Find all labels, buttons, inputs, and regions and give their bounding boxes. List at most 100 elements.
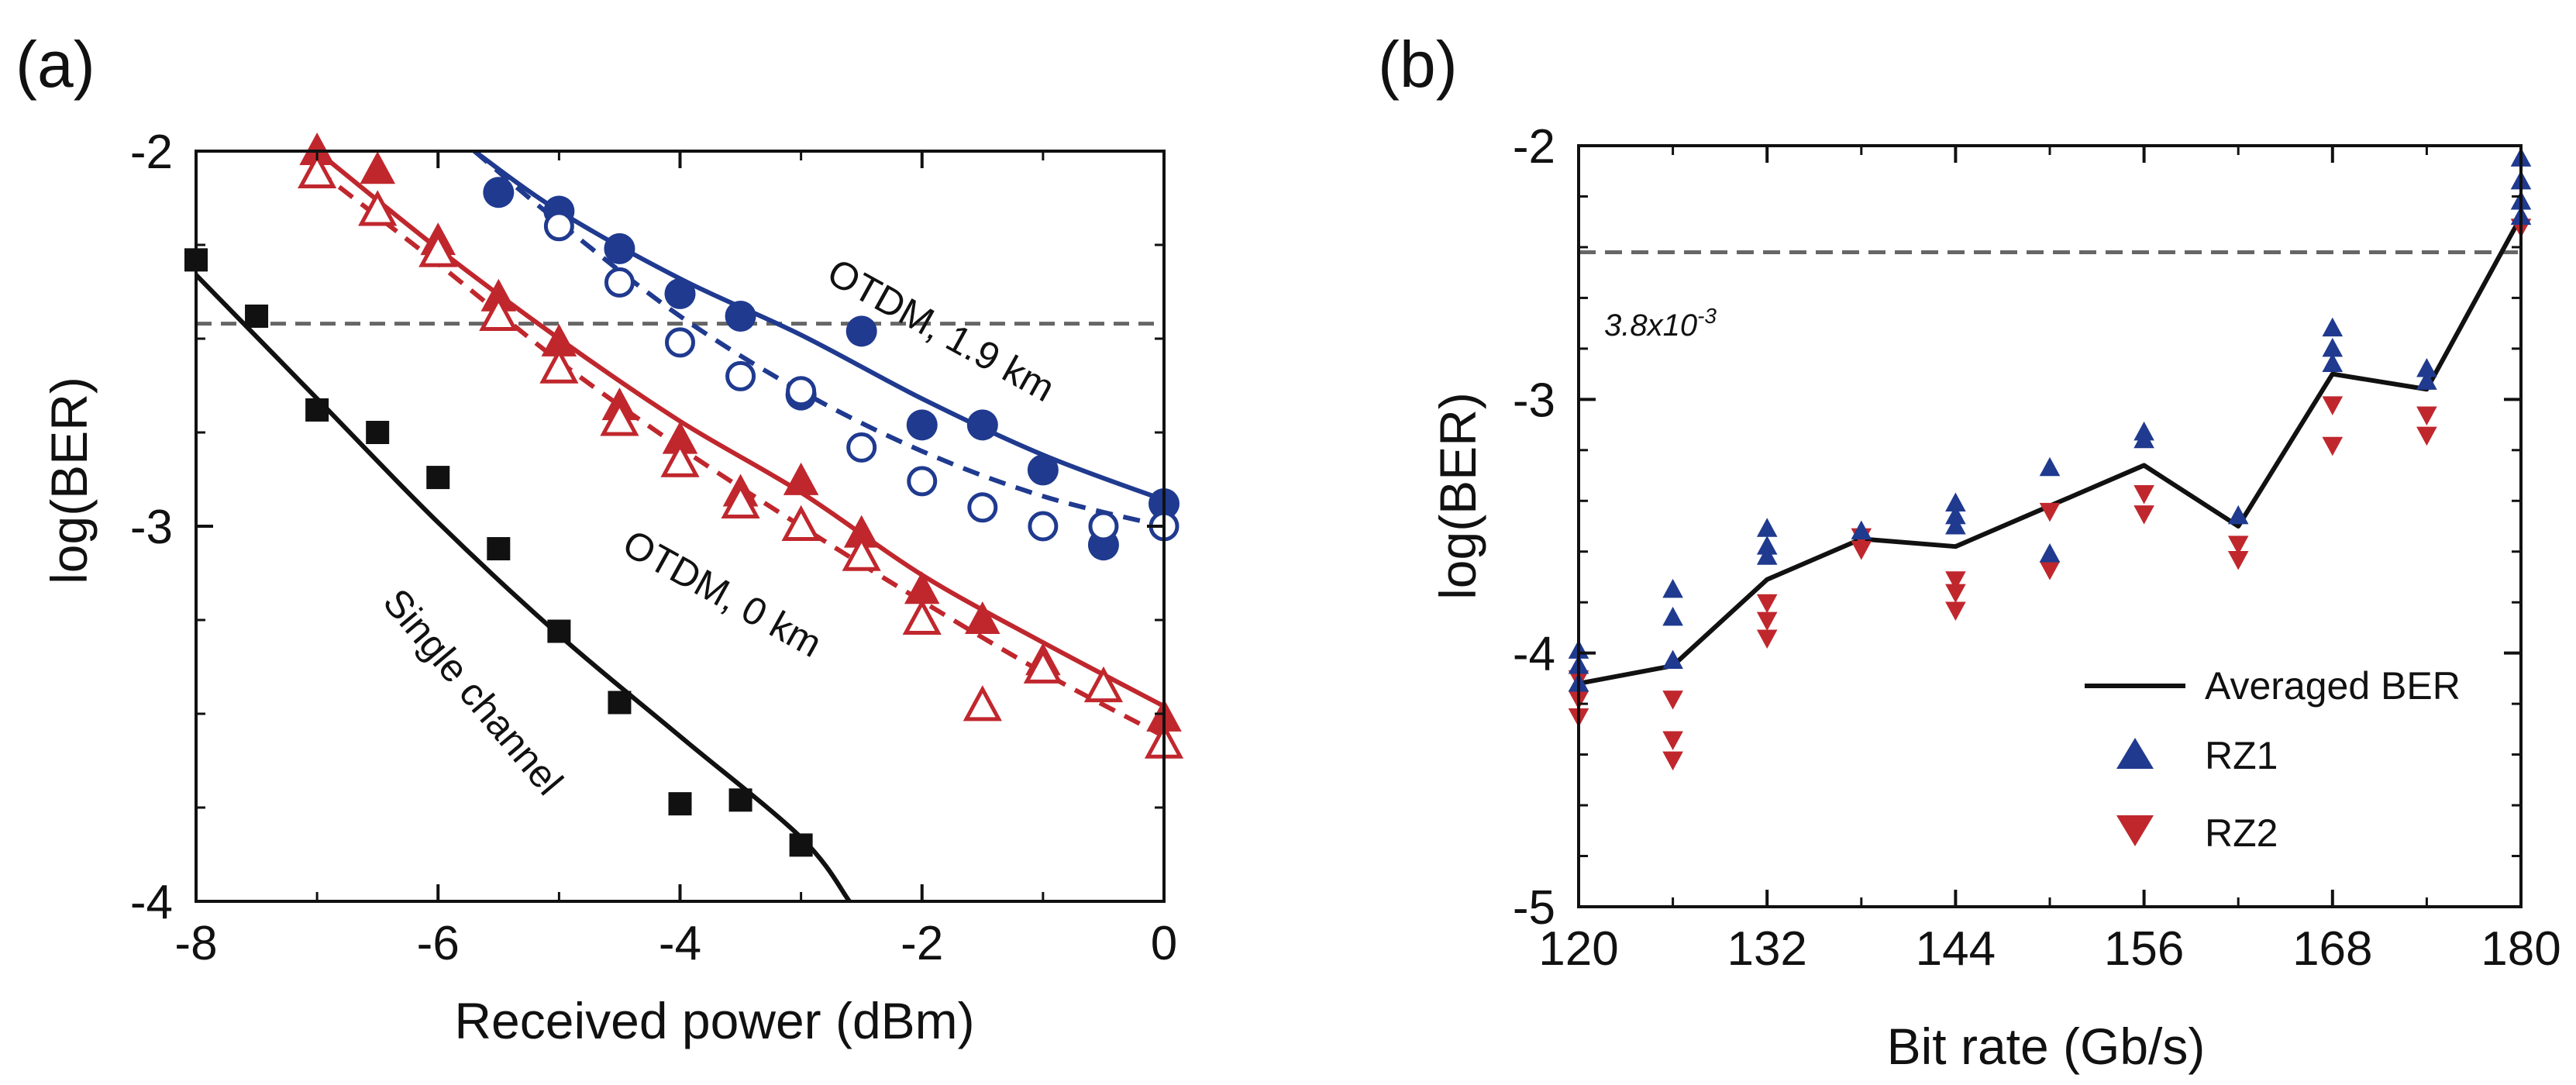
point-otdm-1-9-km-open bbox=[846, 432, 877, 463]
point-single-channel bbox=[487, 537, 511, 561]
point-rz2 bbox=[1756, 629, 1778, 649]
panel-label-b: (b) bbox=[1378, 28, 1458, 101]
legend-swatch-rz2 bbox=[2116, 815, 2154, 846]
point-rz1 bbox=[2416, 358, 2437, 377]
point-otdm-0-km-open bbox=[479, 294, 518, 331]
x-tick-label: 132 bbox=[1727, 922, 1806, 976]
legend-swatch-rz1 bbox=[2116, 738, 2154, 769]
y-tick-label: -4 bbox=[130, 876, 173, 929]
point-rz2 bbox=[2039, 561, 2061, 580]
x-axis-title-a: Received power (dBm) bbox=[454, 992, 974, 1049]
x-tick-label: 156 bbox=[2104, 922, 2184, 976]
point-otdm-0-km-filled bbox=[662, 421, 698, 454]
legend-label-rz1: RZ1 bbox=[2205, 734, 2278, 777]
point-rz2 bbox=[1945, 571, 1966, 591]
plot-frame-b bbox=[1577, 144, 2523, 908]
y-axis-title-b: log(BER) bbox=[1429, 392, 1486, 600]
point-otdm-0-km-open bbox=[1083, 666, 1124, 703]
point-rz1 bbox=[1662, 578, 1683, 598]
point-rz1 bbox=[2039, 456, 2061, 477]
y-tick-label: -3 bbox=[1513, 374, 1555, 427]
point-rz1 bbox=[1945, 505, 1966, 525]
x-tick-label: 120 bbox=[1538, 922, 1618, 976]
point-rz1 bbox=[2227, 505, 2249, 525]
plot-frame-a bbox=[195, 150, 1166, 903]
point-otdm-0-km-open bbox=[358, 190, 398, 226]
y-axis-title-a: log(BER) bbox=[40, 377, 98, 584]
point-otdm-1-9-km-open bbox=[967, 492, 998, 523]
point-rz2 bbox=[2227, 551, 2249, 570]
point-otdm-1-9-km-filled bbox=[845, 315, 877, 347]
point-rz2 bbox=[2416, 426, 2437, 446]
panel-a: (a) -8 -6 -4 -2 0-4-3-2 OTDM, 1.9 km OTDM, 0… bbox=[15, 28, 1184, 1049]
point-single-channel bbox=[608, 691, 632, 715]
point-rz2 bbox=[2416, 406, 2437, 425]
point-rz1 bbox=[1756, 546, 1778, 565]
point-rz2 bbox=[1945, 601, 1966, 622]
point-single-channel bbox=[789, 833, 813, 857]
threshold-label-base: 3.8x10 bbox=[1604, 308, 1697, 343]
x-tick-label: 144 bbox=[1916, 922, 1996, 976]
point-otdm-1-9-km-filled bbox=[966, 409, 998, 441]
annotation-single-channel: Single channel bbox=[375, 580, 572, 803]
point-rz1 bbox=[1756, 518, 1778, 537]
point-otdm-1-9-km-open bbox=[604, 267, 635, 298]
point-otdm-0-km-filled bbox=[783, 462, 819, 495]
point-single-channel bbox=[668, 792, 692, 816]
averaged-ber-polyline bbox=[1578, 215, 2523, 686]
legend-label-averaged-ber: Averaged BER bbox=[2205, 664, 2461, 708]
point-otdm-0-km-open bbox=[600, 400, 639, 436]
point-otdm-1-9-km-filled bbox=[664, 277, 696, 309]
point-otdm-0-km-filled bbox=[360, 151, 395, 184]
point-otdm-0-km-open bbox=[721, 482, 760, 518]
point-rz1 bbox=[2322, 317, 2344, 337]
threshold-label-exponent: -3 bbox=[1697, 304, 1717, 328]
point-otdm-0-km-open bbox=[539, 347, 579, 384]
point-rz1 bbox=[2416, 370, 2437, 390]
point-single-channel bbox=[728, 788, 752, 812]
legend-b: Averaged BER RZ1 RZ2 bbox=[2085, 664, 2461, 855]
point-otdm-0-km-open bbox=[842, 535, 881, 571]
x-axis-title-b: Bit rate (Gb/s) bbox=[1887, 1018, 2206, 1075]
point-rz2 bbox=[1851, 540, 1872, 560]
legend-label-rz2: RZ2 bbox=[2205, 811, 2278, 855]
y-tick-label: -2 bbox=[130, 126, 173, 179]
point-rz2 bbox=[1662, 751, 1683, 771]
point-otdm-1-9-km-filled bbox=[604, 232, 635, 264]
threshold-label-b: 3.8x10-3 bbox=[1604, 304, 1717, 343]
x-tick-label: 180 bbox=[2481, 922, 2561, 976]
point-otdm-1-9-km-filled bbox=[725, 300, 756, 332]
y-tick-label: -2 bbox=[1513, 120, 1555, 174]
y-tick-label: -3 bbox=[130, 501, 173, 554]
x-tick-label: 0 bbox=[1151, 917, 1177, 970]
point-otdm-1-9-km-filled bbox=[1027, 454, 1059, 486]
point-otdm-0-km-open bbox=[781, 505, 821, 541]
point-otdm-0-km-open bbox=[1023, 647, 1062, 684]
point-otdm-0-km-filled bbox=[843, 515, 880, 548]
point-rz2 bbox=[1756, 611, 1778, 632]
point-rz1 bbox=[2039, 543, 2061, 563]
point-rz2 bbox=[1662, 691, 1683, 710]
point-otdm-1-9-km-open bbox=[665, 327, 695, 358]
point-otdm-1-9-km-open bbox=[1028, 511, 1059, 542]
point-otdm-0-km-filled bbox=[299, 133, 335, 165]
point-rz2 bbox=[1756, 594, 1778, 614]
point-otdm-1-9-km-open bbox=[907, 466, 938, 497]
point-rz1 bbox=[1662, 649, 1683, 669]
panel-label-a: (a) bbox=[15, 28, 95, 101]
fit-curve-otdm-1-9-km-open bbox=[473, 151, 1164, 529]
point-otdm-1-9-km-filled bbox=[483, 177, 515, 208]
point-single-channel bbox=[426, 466, 450, 490]
point-rz1 bbox=[2322, 337, 2344, 357]
point-otdm-1-9-km-open bbox=[725, 360, 756, 391]
y-tick-label: -4 bbox=[1513, 628, 1555, 681]
point-rz1 bbox=[1945, 515, 1966, 535]
axis-ticks-a: -8 -6 -4 -2 0 -4 -3 -2 bbox=[130, 126, 1177, 970]
point-otdm-0-km-open bbox=[902, 598, 942, 635]
point-rz2 bbox=[1662, 731, 1683, 750]
point-rz1 bbox=[1945, 492, 1966, 512]
panel-b: (b) 3.8x10-3 120 132 144 156 168 180-5-4-3-2 … bbox=[1378, 28, 2561, 1075]
point-rz2 bbox=[2133, 505, 2154, 525]
point-single-channel bbox=[366, 421, 390, 444]
